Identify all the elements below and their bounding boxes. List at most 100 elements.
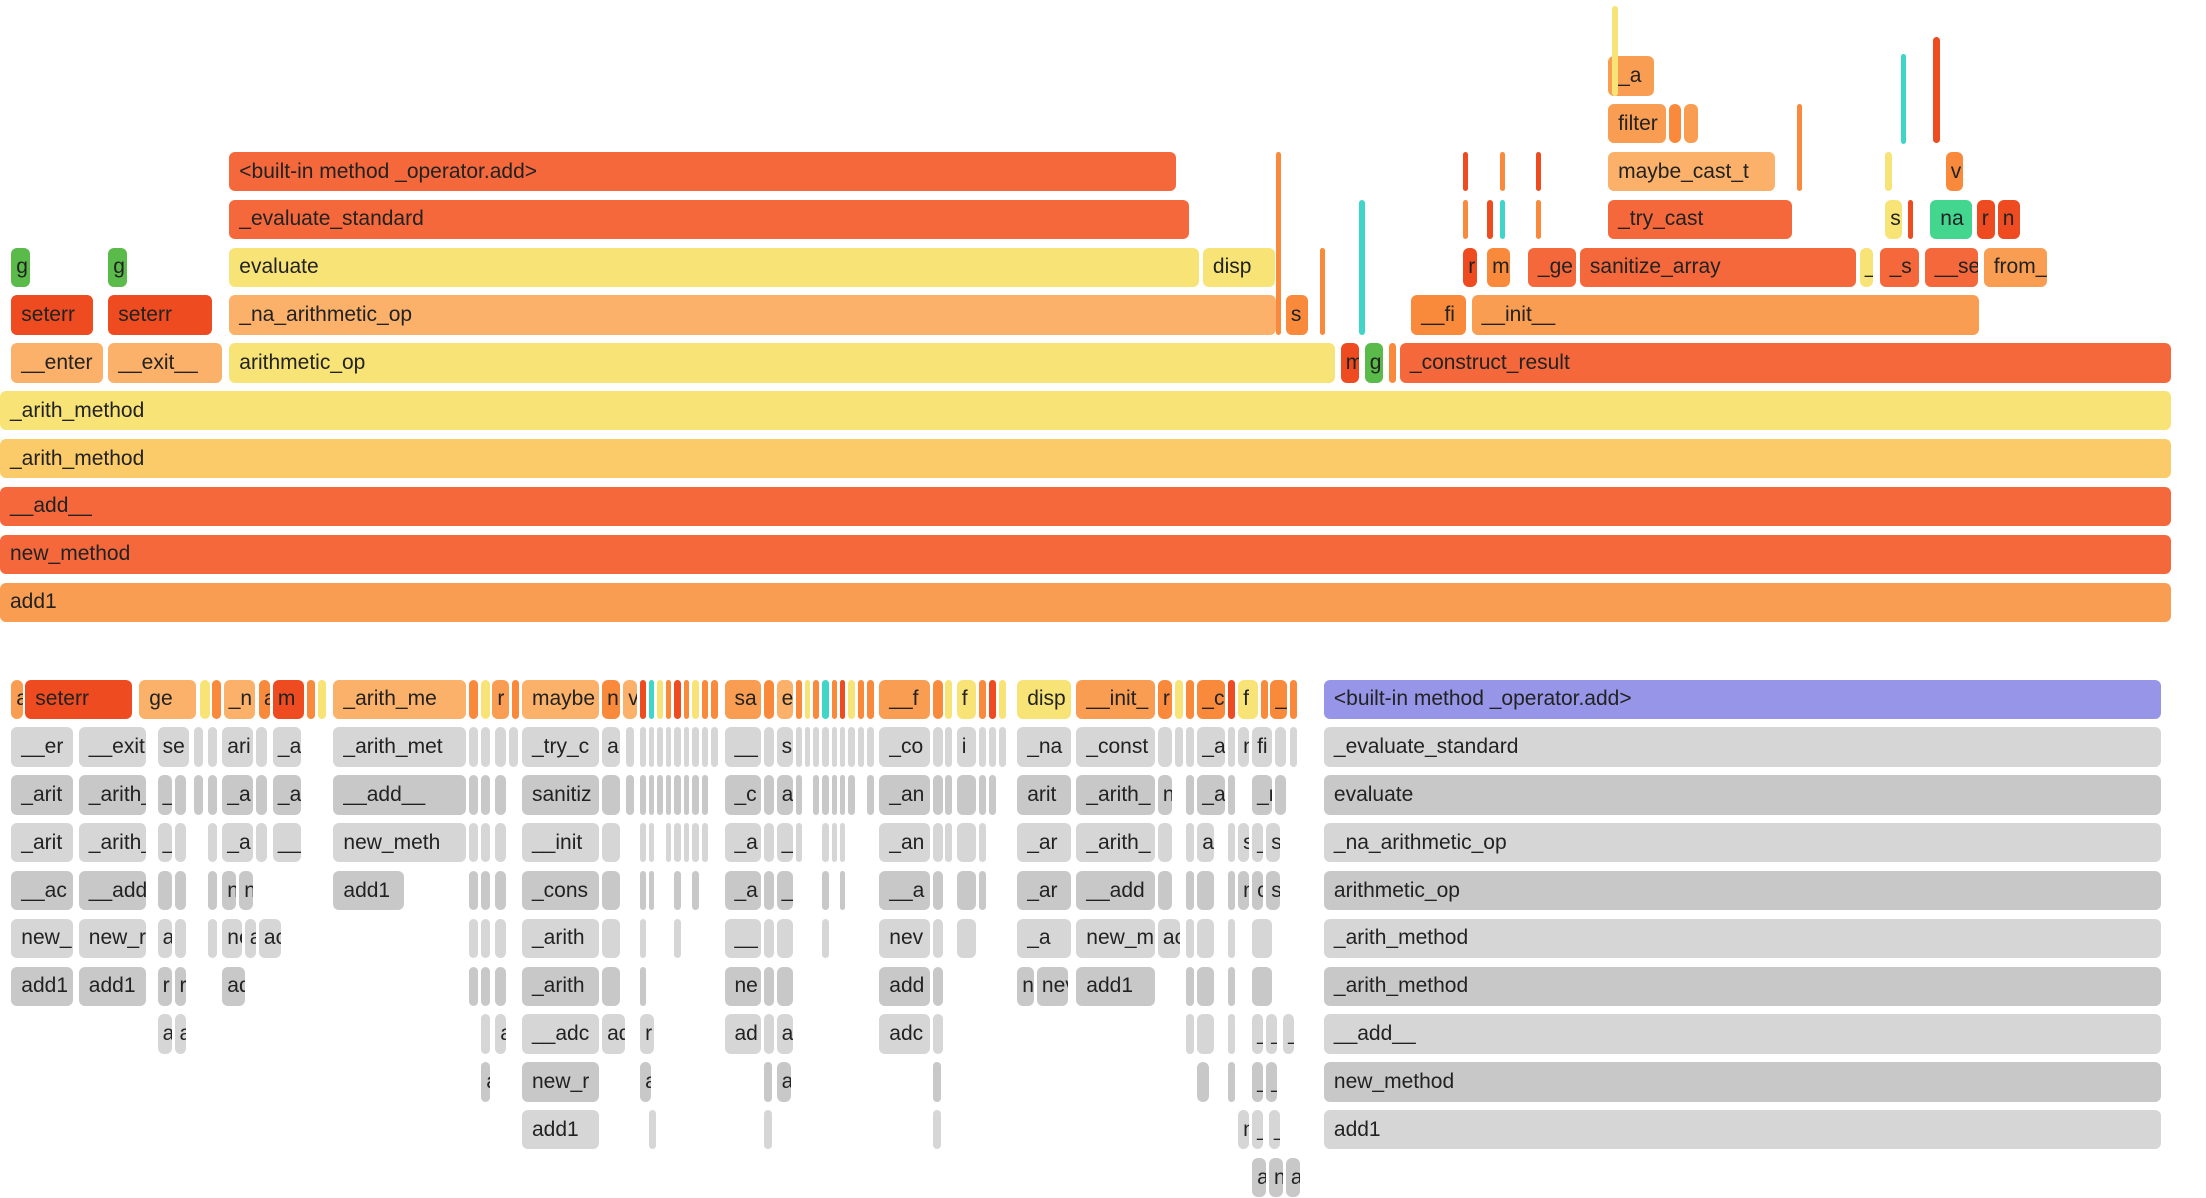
frame-sliver[interactable] [1228,823,1236,863]
frame[interactable]: _ar [1017,823,1071,863]
frame-sliver[interactable] [1186,870,1195,911]
frame-sliver[interactable] [979,727,987,767]
frame-sliver[interactable] [194,775,203,815]
frame[interactable]: _arith_met [333,727,466,767]
frame[interactable]: a [495,1014,507,1054]
frame[interactable]: _an [879,823,930,863]
frame[interactable]: _arith [522,918,600,959]
frame-sliver[interactable] [702,775,708,815]
frame-sliver[interactable] [481,775,490,815]
frame-sliver[interactable] [839,823,846,863]
frame-sliver[interactable] [932,823,943,863]
frame-sliver[interactable] [796,679,802,719]
frame-sliver[interactable] [979,775,987,815]
frame-sliver[interactable] [208,775,217,815]
frame-sliver[interactable] [796,775,802,815]
frame-sliver[interactable] [673,727,681,767]
frame[interactable]: sanitiz [522,775,600,815]
frame-sliver[interactable] [657,727,663,767]
frame[interactable]: add1 [78,966,147,1006]
frame[interactable]: _c [1197,679,1226,719]
frame-sliver[interactable] [1197,966,1215,1006]
frame[interactable]: a [776,775,794,815]
frame-sliver[interactable] [1359,199,1365,335]
frame[interactable]: _arith_method [0,391,2171,431]
frame-sliver[interactable] [256,727,268,767]
frame[interactable]: new_ [11,918,74,959]
frame[interactable]: __init_ [1076,679,1156,719]
frame[interactable]: _ [157,823,172,863]
frame-sliver[interactable] [1157,823,1172,863]
frame-sliver[interactable] [174,918,186,959]
frame-sliver[interactable] [839,775,846,815]
frame[interactable]: __add__ [1323,1014,2161,1054]
frame[interactable]: r [174,966,186,1006]
frame[interactable]: _ [1252,823,1264,863]
frame-sliver[interactable] [763,918,774,959]
frame-sliver[interactable] [1274,775,1286,815]
frame[interactable]: n [1238,727,1250,767]
frame[interactable]: sa [724,679,762,719]
frame[interactable]: add1 [522,1110,600,1150]
frame-sliver[interactable] [692,775,700,815]
frame-sliver[interactable] [821,775,829,815]
frame-sliver[interactable] [831,727,838,767]
frame-sliver[interactable] [683,775,690,815]
frame-sliver[interactable] [673,870,681,911]
frame-sliver[interactable] [763,727,774,767]
frame[interactable]: __add [1076,870,1156,911]
frame-sliver[interactable] [932,775,943,815]
frame-sliver[interactable] [1536,151,1542,192]
frame-sliver[interactable] [683,727,690,767]
frame-sliver[interactable] [1228,918,1236,959]
frame-sliver[interactable] [848,775,856,815]
frame-sliver[interactable] [640,966,646,1006]
frame[interactable]: _na_arithmetic_op [1323,823,2161,863]
frame-sliver[interactable] [495,918,507,959]
frame[interactable]: _a [1017,918,1071,959]
frame-sliver[interactable] [602,966,621,1006]
frame-sliver[interactable] [932,870,943,911]
frame-sliver[interactable] [157,870,172,911]
frame[interactable]: _a [222,823,254,863]
frame-sliver[interactable] [813,727,819,767]
frame-sliver[interactable] [468,727,479,767]
frame-sliver[interactable] [468,775,479,815]
frame[interactable]: __adc [522,1014,600,1054]
frame[interactable]: _ [1252,1110,1264,1150]
frame-sliver[interactable] [821,727,829,767]
frame-sliver[interactable] [956,823,977,863]
frame-sliver[interactable] [481,918,490,959]
frame-sliver[interactable] [665,823,672,863]
frame-sliver[interactable] [979,870,987,911]
frame[interactable]: _arith [522,966,600,1006]
frame[interactable]: ad [222,966,245,1006]
frame[interactable]: ac [1157,918,1181,959]
frame[interactable]: _a [1197,775,1226,815]
frame[interactable]: _an [879,775,930,815]
frame-sliver[interactable] [1197,918,1215,959]
frame[interactable]: s [1266,823,1281,863]
frame[interactable]: _arith_method [1323,918,2161,959]
frame-sliver[interactable] [932,1110,942,1150]
frame-sliver[interactable] [1157,870,1172,911]
frame-sliver[interactable] [1228,1014,1236,1054]
frame-sliver[interactable] [640,775,646,815]
frame-sliver[interactable] [1612,5,1618,96]
frame[interactable]: _ [776,823,794,863]
frame[interactable]: _ [1270,679,1288,719]
frame[interactable]: add1 [0,582,2171,622]
frame-sliver[interactable] [763,679,774,719]
frame-sliver[interactable] [626,727,635,767]
frame-sliver[interactable] [318,679,327,719]
frame[interactable]: ad [602,1014,625,1054]
frame[interactable]: seterr [25,679,133,719]
frame[interactable]: e [776,679,794,719]
frame-sliver[interactable] [481,966,490,1006]
frame-sliver[interactable] [208,823,217,863]
frame-sliver[interactable] [673,918,681,959]
frame-sliver[interactable] [1907,199,1914,240]
frame[interactable]: new_method [1323,1062,2161,1102]
frame-sliver[interactable] [495,823,507,863]
frame-sliver[interactable] [194,727,203,767]
